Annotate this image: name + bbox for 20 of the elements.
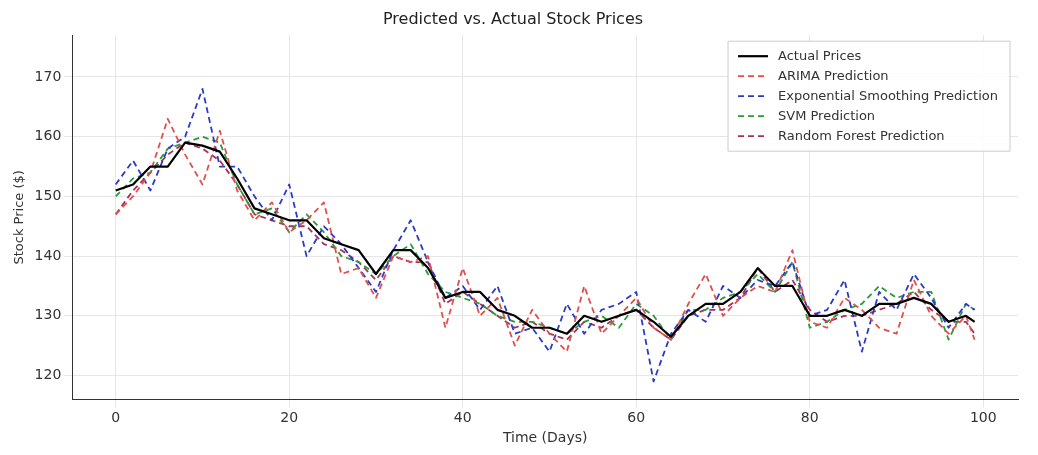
legend-label: SVM Prediction [778, 107, 876, 123]
x-tick-label: 20 [280, 409, 299, 426]
x-tick-label: 60 [627, 409, 646, 426]
legend-label: Actual Prices [778, 47, 862, 63]
legend-label: Exponential Smoothing Prediction [778, 87, 998, 103]
x-tick-label: 0 [111, 409, 121, 426]
y-tick-label: 140 [34, 246, 62, 263]
x-tick-label: 80 [800, 409, 819, 426]
y-axis-title: Stock Price ($) [11, 170, 27, 265]
y-tick-label: 170 [34, 67, 62, 84]
legend-label: Random Forest Prediction [778, 127, 945, 143]
x-axis-title: Time (Days) [501, 429, 588, 446]
chart-title: Predicted vs. Actual Stock Prices [382, 8, 644, 28]
x-tick-label: 100 [969, 409, 997, 426]
y-tick-label: 160 [34, 127, 62, 144]
x-tick-label: 40 [453, 409, 472, 426]
y-tick-label: 120 [34, 366, 62, 383]
legend-label: ARIMA Prediction [778, 67, 889, 83]
y-tick-label: 130 [34, 306, 62, 323]
y-tick-label: 150 [34, 187, 62, 204]
